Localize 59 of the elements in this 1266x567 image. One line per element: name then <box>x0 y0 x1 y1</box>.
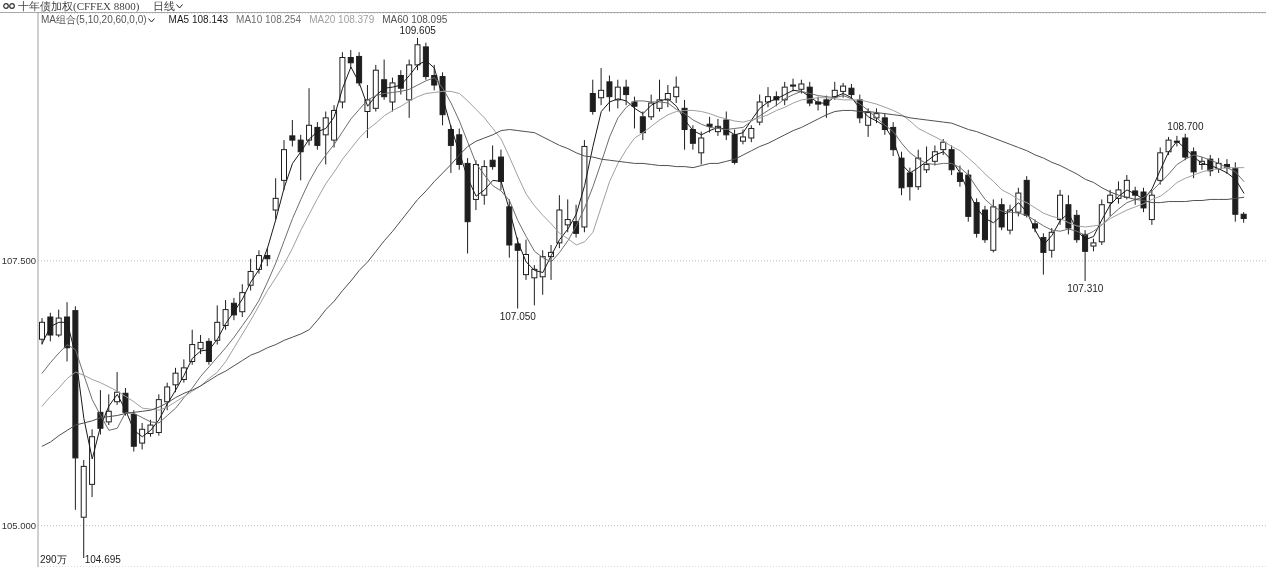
candlestick <box>506 198 513 259</box>
y-tick-label: 107.500 <box>1 255 36 267</box>
candlestick <box>906 167 913 201</box>
candlestick <box>272 177 279 221</box>
candlestick <box>564 198 571 233</box>
candlestick <box>439 71 446 126</box>
candlestick <box>372 64 379 113</box>
legend-label: MA5 108.143 <box>168 14 229 26</box>
candlestick <box>139 422 146 450</box>
candlestick <box>598 67 605 106</box>
candlestick <box>255 249 262 275</box>
candlestick <box>840 82 847 99</box>
candlestick <box>322 111 329 165</box>
candlestick <box>464 157 471 254</box>
candlestick <box>205 337 212 366</box>
candlestick <box>497 149 504 191</box>
annotation: 107.310 <box>1067 283 1104 294</box>
candlestick <box>1057 189 1064 226</box>
candlestick <box>973 197 980 239</box>
candlestick <box>765 86 771 108</box>
candlestick <box>589 79 596 116</box>
candlestick <box>631 96 638 129</box>
candlestick <box>1040 232 1047 276</box>
candlestick <box>923 145 930 174</box>
candlestick <box>314 121 321 151</box>
candlestick <box>80 459 87 559</box>
candlestick <box>447 124 454 174</box>
candlestick <box>472 159 479 211</box>
chart-title: 十年债加权(CFFEX 8800) <box>18 0 140 12</box>
candlestick <box>981 205 988 244</box>
candlestick <box>214 304 221 346</box>
text: MA20 108.379 <box>309 14 375 26</box>
candlestick <box>739 129 746 145</box>
annotation: 108.700 <box>1167 120 1204 132</box>
candlestick <box>489 144 496 171</box>
candlestick <box>623 79 630 106</box>
y-tick-label: 105.000 <box>1 520 36 532</box>
candlestick <box>306 87 313 146</box>
candlestick <box>1240 211 1247 224</box>
candlestick <box>1107 189 1114 217</box>
candlestick <box>689 124 696 151</box>
candlestick <box>606 75 613 113</box>
candlestick <box>1007 204 1013 235</box>
annotation: 109.605 <box>399 24 437 36</box>
candlestick <box>331 104 338 149</box>
candlestick <box>222 299 229 331</box>
candlestick <box>289 119 296 147</box>
text: MA60 108.095 <box>382 14 448 26</box>
chart-subtitle: 日线 <box>153 0 176 12</box>
candlestick <box>281 139 287 191</box>
candlestick <box>189 329 196 366</box>
annotation: 107.050 <box>499 310 537 322</box>
candlestick <box>297 134 304 181</box>
legend-title: MA组合(5,10,20,60,0,0) <box>41 14 147 26</box>
annotation: 104.695 <box>84 554 121 566</box>
candlestick <box>790 78 797 92</box>
text: MA10 108.254 <box>236 14 302 26</box>
candlestick <box>698 131 705 165</box>
annotation: 290万 <box>40 554 67 566</box>
